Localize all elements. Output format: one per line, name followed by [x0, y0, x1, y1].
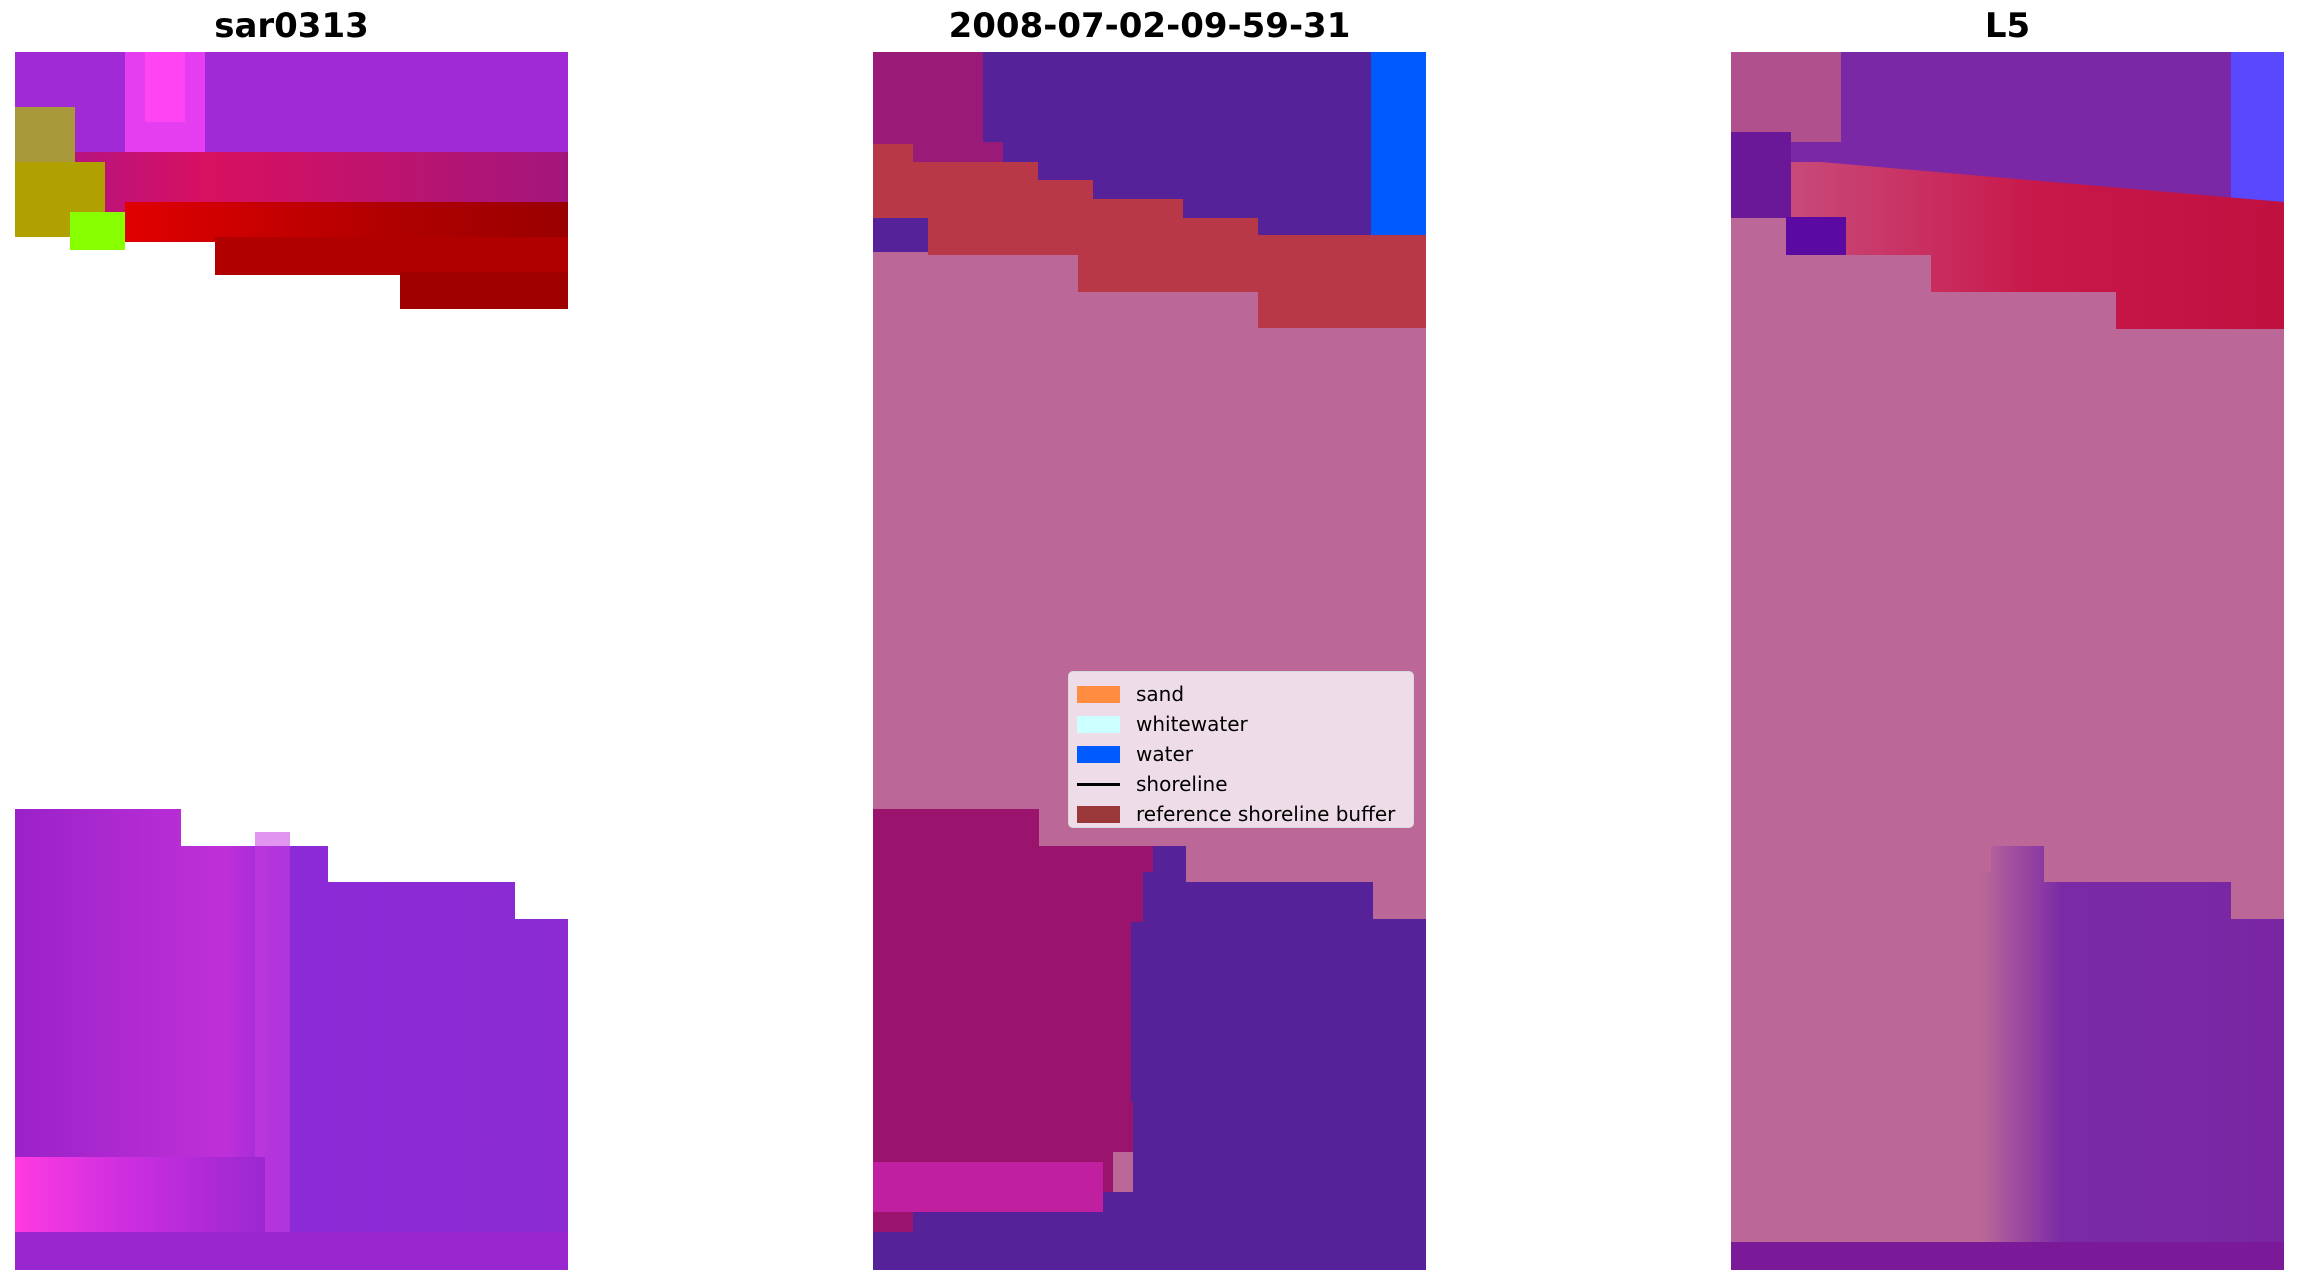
classification-map: [873, 52, 1426, 1270]
right-panel-title: L5: [1984, 6, 2031, 46]
legend-label: whitewater: [1136, 712, 1248, 736]
middle-panel-title: 2008-07-02-09-59-31: [948, 6, 1351, 46]
legend-item-water: water: [1077, 739, 1405, 769]
l5-image: [1731, 52, 2284, 1270]
reference-buffer-swatch: [1077, 805, 1120, 823]
l5-image-panel: [1731, 52, 2284, 1270]
whitewater-swatch: [1077, 715, 1120, 733]
legend-label: sand: [1136, 682, 1185, 706]
legend: sand whitewater water shoreline referenc…: [1068, 671, 1414, 828]
legend-label: water: [1136, 742, 1193, 766]
water-swatch: [1077, 745, 1120, 763]
legend-item-sand: sand: [1077, 679, 1405, 709]
sar-image-panel: [15, 52, 568, 1270]
legend-label: reference shoreline buffer: [1136, 802, 1396, 826]
shoreline-line-swatch: [1077, 782, 1120, 786]
legend-label: shoreline: [1136, 772, 1228, 796]
legend-item-reference-buffer: reference shoreline buffer: [1077, 799, 1405, 829]
sand-swatch: [1077, 685, 1120, 703]
legend-item-whitewater: whitewater: [1077, 709, 1405, 739]
legend-item-shoreline: shoreline: [1077, 769, 1405, 799]
left-panel-title: sar0313: [214, 6, 369, 46]
classification-panel: [873, 52, 1426, 1270]
sar-image: [15, 52, 568, 1270]
